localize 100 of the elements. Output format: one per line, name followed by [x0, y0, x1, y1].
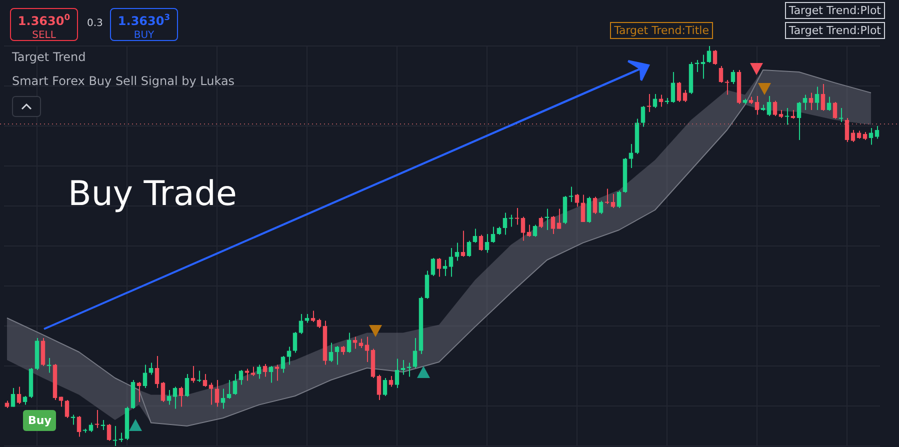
text: Target Trend:Plot [784, 22, 885, 39]
candlestick [616, 190, 622, 208]
candlestick [682, 90, 688, 102]
candlestick [364, 336, 370, 362]
candlestick [538, 216, 544, 228]
candlestick [238, 370, 244, 386]
candlestick [460, 230, 466, 258]
candlestick [346, 332, 352, 354]
text: Target Trend:Title [610, 22, 713, 39]
candlestick [94, 410, 100, 428]
candlestick [730, 70, 736, 84]
candlestick [826, 96, 832, 112]
candlestick [88, 422, 94, 432]
candlestick [868, 128, 874, 146]
candlestick [148, 362, 154, 376]
candlestick [424, 270, 430, 300]
candlestick [76, 416, 82, 438]
candlestick [520, 216, 526, 242]
candlestick [10, 388, 16, 408]
candlestick [436, 258, 442, 278]
candlestick [202, 374, 208, 388]
candlestick [154, 356, 160, 388]
candlestick [430, 258, 436, 276]
candlestick [442, 260, 448, 276]
candlestick [190, 366, 196, 384]
candlestick [454, 242, 460, 262]
candlestick [196, 370, 202, 382]
candlestick [382, 378, 388, 396]
candlestick [472, 228, 478, 244]
candlestick [574, 194, 580, 208]
annotation: Smart Forex Buy Sell Signal by Lukas [12, 74, 235, 88]
candlestick [850, 130, 856, 142]
candlestick [172, 386, 178, 410]
text: Target Trend:Plot [784, 2, 885, 19]
candlestick [718, 66, 724, 84]
candlestick [832, 102, 838, 120]
candlestick [328, 342, 334, 362]
candlestick [298, 314, 304, 334]
candlestick [640, 106, 646, 128]
candlestick [556, 208, 562, 230]
annotation: Target Trend [12, 50, 86, 64]
candlestick [106, 424, 112, 442]
candlestick [448, 248, 454, 278]
candlestick [502, 212, 508, 236]
candlestick [376, 374, 382, 400]
candlestick [478, 234, 484, 252]
sell-button[interactable]: 1.3630$^{0}$ SELL [10, 8, 78, 41]
candlestick [604, 188, 610, 204]
candlestick [316, 318, 322, 328]
buy-button[interactable]: 1.3630$^{3}$ BUY [110, 8, 178, 41]
candlestick [550, 216, 556, 234]
candlestick [412, 338, 418, 368]
candlestick [526, 224, 532, 238]
candlestick [754, 96, 760, 116]
candlestick [388, 376, 394, 388]
candlestick [874, 126, 880, 140]
candlestick [514, 208, 520, 226]
candlestick [508, 214, 514, 228]
candlestick [712, 50, 718, 66]
candlestick [352, 336, 358, 350]
candlestick [280, 356, 286, 374]
text: 0.3 [87, 18, 103, 29]
candlestick [166, 390, 172, 406]
candlestick [184, 374, 190, 398]
candlestick [244, 368, 250, 382]
candlestick [292, 332, 298, 354]
candlestick [652, 94, 658, 108]
candlestick [646, 94, 652, 112]
candlestick [220, 388, 226, 410]
candlestick [808, 92, 814, 110]
candlestick [598, 200, 604, 214]
candlestick [802, 94, 808, 110]
candlestick [766, 96, 772, 116]
candlestick [814, 86, 820, 110]
candlestick [784, 108, 790, 126]
candlestick [820, 84, 826, 112]
candlestick [268, 366, 274, 384]
annotation: Buy [23, 410, 56, 431]
candlestick [838, 108, 844, 122]
candlestick [580, 194, 586, 222]
candlestick [232, 374, 238, 396]
candlestick [772, 100, 778, 116]
candlestick [214, 380, 220, 408]
candlestick [610, 194, 616, 208]
candlestick [844, 118, 850, 142]
candlestick [208, 382, 214, 406]
candlestick [628, 144, 634, 168]
candlestick [64, 400, 70, 418]
candlestick [394, 358, 400, 388]
candlestick [226, 380, 232, 400]
candlestick [160, 382, 166, 402]
candlestick [670, 72, 676, 104]
annotation: Buy Trade [68, 174, 237, 214]
candlestick [466, 240, 472, 258]
candlestick [250, 366, 256, 376]
candlestick [586, 196, 592, 224]
candlestick [400, 360, 406, 376]
candlestick [262, 364, 268, 378]
candlestick [334, 346, 340, 366]
candlestick [142, 364, 148, 388]
